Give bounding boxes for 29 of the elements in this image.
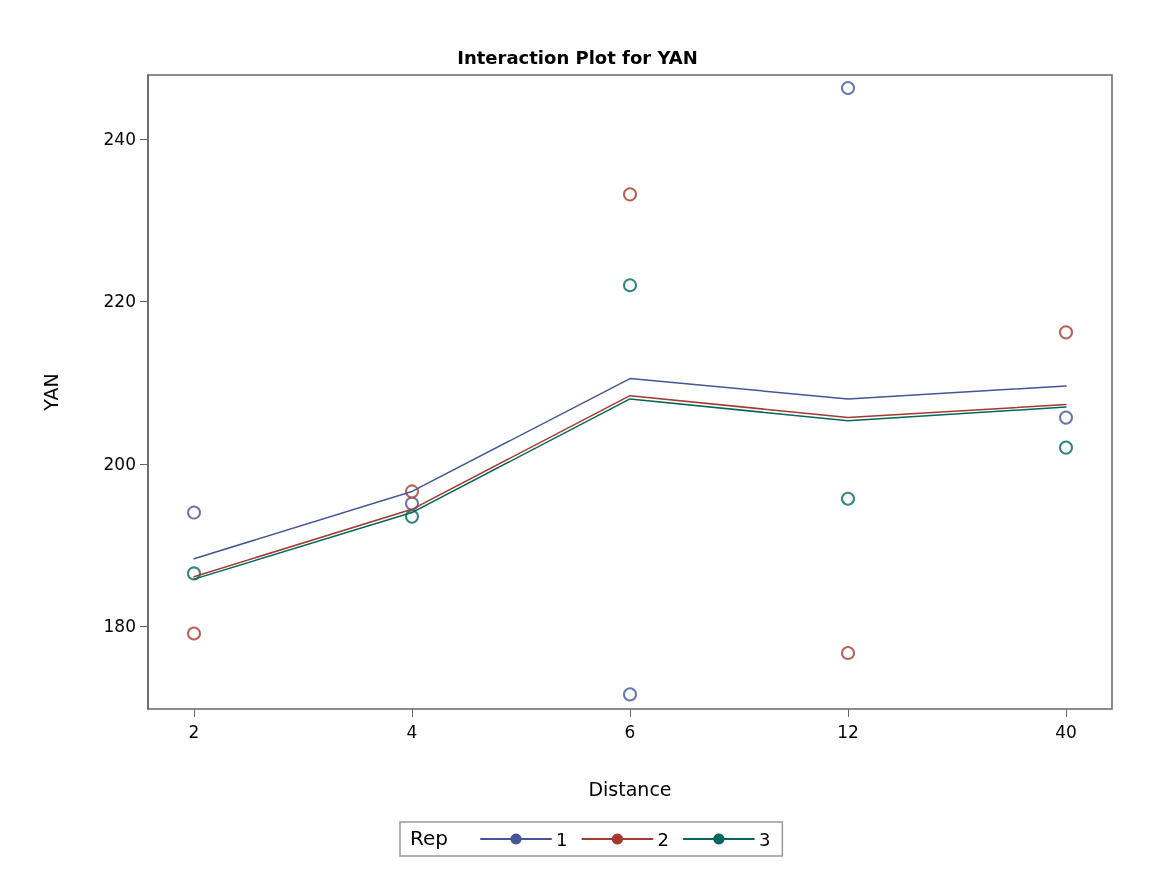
- point: [841, 645, 855, 660]
- legend-label: 1: [556, 828, 568, 850]
- x-tick-label: 40: [1055, 721, 1077, 742]
- point: [841, 491, 855, 506]
- legend-label: 2: [657, 828, 669, 850]
- y-tick-label: 220: [103, 291, 136, 312]
- point: [841, 80, 855, 95]
- point: [623, 278, 637, 293]
- legend-title: Rep: [410, 826, 448, 850]
- line-series: [193, 377, 1067, 560]
- legend-label: 3: [758, 828, 771, 850]
- point: [623, 187, 637, 202]
- y-tick-label: 200: [103, 453, 136, 474]
- x-tick-label: 2: [188, 721, 200, 742]
- y-tick-label: 180: [103, 616, 136, 637]
- point: [1059, 440, 1073, 455]
- point: [187, 505, 201, 520]
- point: [1059, 410, 1073, 425]
- point: [405, 509, 419, 524]
- chart-title: Interaction Plot for YAN: [457, 46, 698, 68]
- point: [187, 626, 201, 641]
- point: [623, 687, 637, 702]
- x-tick-label: 4: [406, 721, 418, 742]
- point: [1059, 325, 1073, 340]
- x-axis-title: Distance: [588, 777, 672, 800]
- y-tick-label: 240: [103, 129, 136, 150]
- x-tick-label: 6: [624, 721, 636, 742]
- x-tick-label: 12: [837, 721, 859, 742]
- y-axis-title: YAN: [39, 373, 62, 412]
